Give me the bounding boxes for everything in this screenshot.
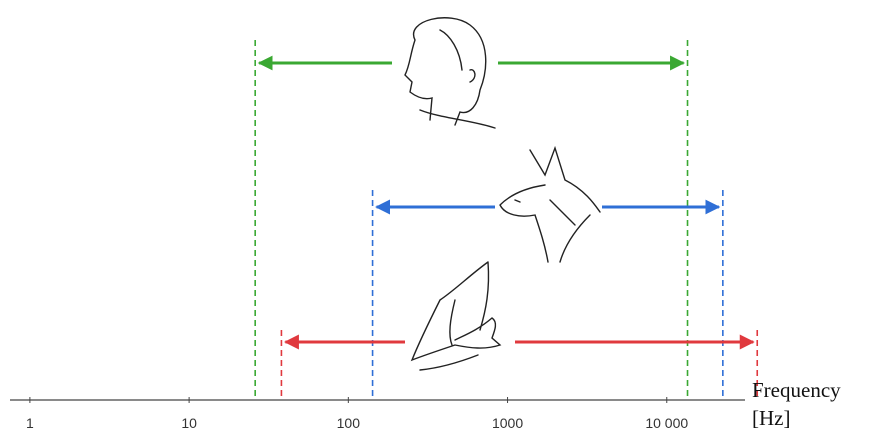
icon-stroke [412, 262, 500, 370]
chart: 1 10 100 1000 10 000 [0, 0, 872, 440]
x-axis-label: Frequency [Hz] [752, 376, 870, 432]
x-tick-label: 100 [337, 415, 361, 431]
icon-stroke [405, 18, 495, 128]
x-tick-label: 10 000 [645, 415, 688, 431]
x-tick-label: 10 [181, 415, 197, 431]
x-tick-label: 1000 [492, 415, 523, 431]
x-tick-label: 1 [26, 415, 34, 431]
icon-gap [495, 201, 602, 213]
page: 1 10 100 1000 10 000 Frequency [Hz] [0, 0, 872, 440]
icons [405, 18, 600, 370]
